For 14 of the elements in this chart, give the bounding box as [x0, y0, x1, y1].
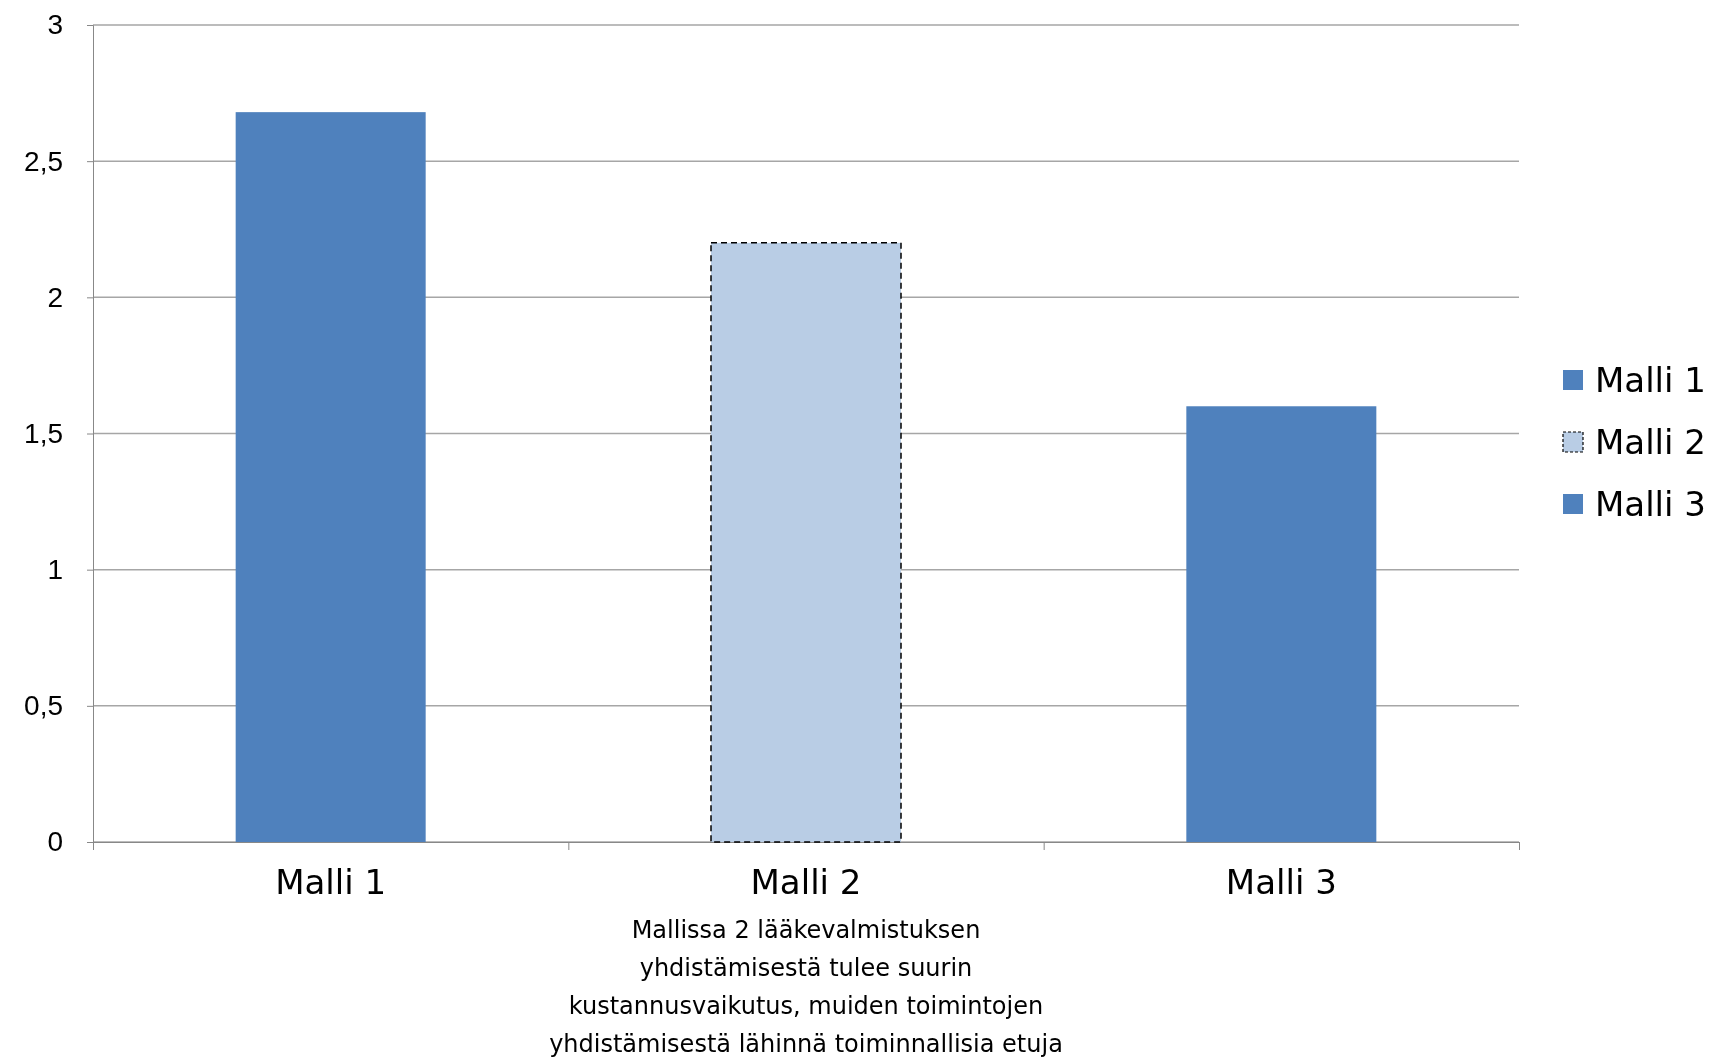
- x-tick-label: Malli 3: [1225, 862, 1337, 902]
- y-tick-label: 1,5: [24, 417, 63, 449]
- y-tick-label: 2: [47, 281, 63, 313]
- y-tick-label: 3: [47, 9, 63, 41]
- text: Mallissa 2 lääkevalmistuksen yhdistämisestä tulee suurin kustannusvaikutus, muiden toimintojen yhdistämisestä lähinnä toiminnallisia etuja: [549, 916, 1063, 1058]
- legend-label: Malli 3: [1595, 484, 1706, 524]
- y-tick-label: 1: [47, 554, 63, 586]
- y-tick-label: 0,5: [24, 690, 63, 722]
- legend-label: Malli 2: [1595, 422, 1706, 462]
- x-tick-label: Malli 2: [750, 862, 862, 902]
- y-tick-label: 2,5: [24, 145, 63, 177]
- legend-label: Malli 1: [1595, 360, 1706, 400]
- x-tick-label: Malli 1: [275, 862, 387, 902]
- y-tick-label: 0: [47, 826, 63, 858]
